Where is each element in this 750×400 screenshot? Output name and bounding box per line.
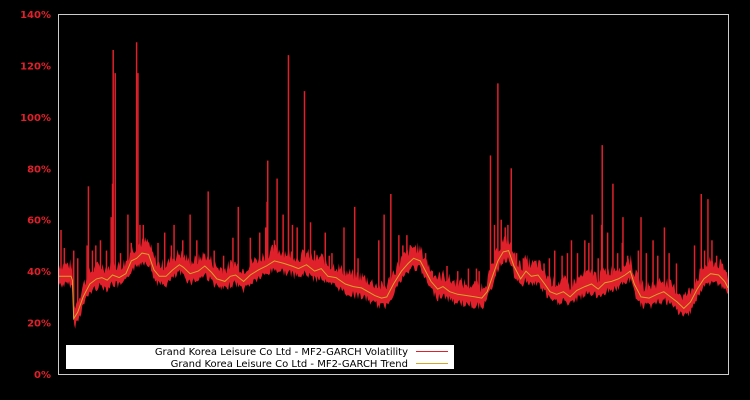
- y-tick-label: 140%: [20, 10, 51, 21]
- trend-line: [59, 250, 729, 321]
- plot-area: [59, 42, 729, 329]
- legend-box: [66, 345, 454, 369]
- y-tick-label: 80%: [27, 164, 51, 175]
- y-axis: 0% 20% 40% 60% 80% 100% 120% 140%: [20, 10, 51, 381]
- y-tick-label: 0%: [34, 370, 51, 381]
- y-tick-label: 40%: [27, 267, 51, 278]
- volatility-band: [59, 234, 728, 329]
- y-tick-label: 60%: [27, 216, 51, 227]
- legend-label-trend: Grand Korea Leisure Co Ltd - MF2-GARCH T…: [171, 359, 408, 370]
- plot-frame: [58, 14, 729, 375]
- volatility-spikes: [60, 42, 718, 319]
- y-tick-label: 120%: [20, 61, 51, 72]
- legend: Grand Korea Leisure Co Ltd - MF2-GARCH V…: [66, 345, 454, 370]
- legend-label-volatility: Grand Korea Leisure Co Ltd - MF2-GARCH V…: [155, 347, 408, 358]
- y-tick-label: 100%: [20, 113, 51, 124]
- y-tick-label: 20%: [27, 319, 51, 330]
